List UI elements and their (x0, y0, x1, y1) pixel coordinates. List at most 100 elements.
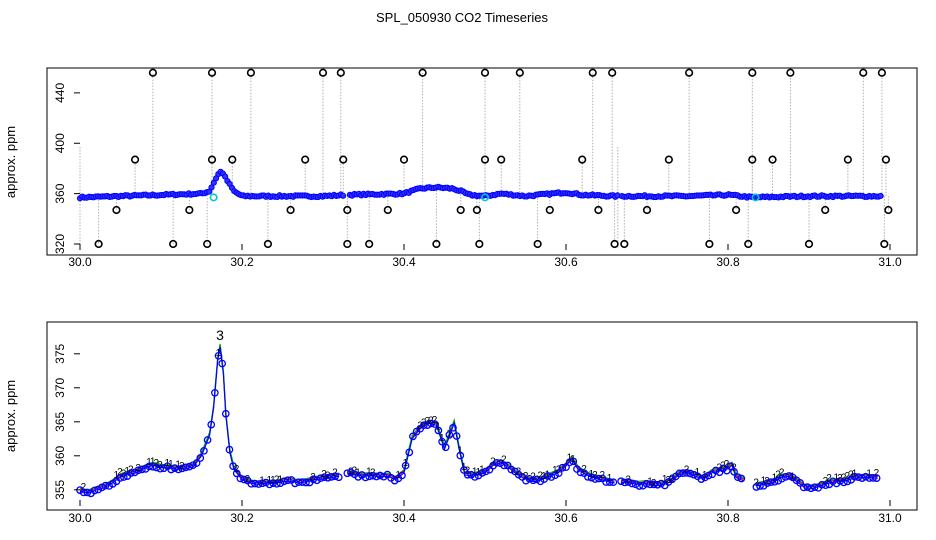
bottom-y-axis-label: approx. ppm (3, 380, 18, 452)
sensor-point (628, 479, 636, 488)
sensor-point (365, 472, 374, 481)
spike-low-point (610, 239, 619, 249)
sensor-point (525, 474, 534, 483)
sensor-point (810, 483, 819, 492)
sensor-point (554, 469, 563, 478)
y-tick-label: 370 (53, 377, 67, 397)
sensor-digit-marker: 1 (366, 467, 372, 478)
sensor-point (737, 474, 746, 483)
sensor-point (221, 409, 230, 418)
spike-high-point (480, 68, 490, 77)
sensor-point (134, 466, 143, 475)
sensor-point (463, 470, 472, 479)
sensor-point (690, 470, 698, 479)
sensor-point (642, 479, 651, 488)
sensor-point (507, 465, 516, 474)
sensor-point (343, 469, 352, 478)
sensor-digit-marker: 1 (168, 459, 174, 470)
sensor-digit-marker: 2 (310, 472, 316, 483)
y-tick-label: 365 (53, 411, 67, 431)
x-tick-label: 31.0 (878, 255, 902, 269)
sensor-point (594, 474, 603, 483)
sensor-point (675, 469, 684, 478)
sensor-point (101, 481, 110, 490)
x-tick-label: 31.0 (878, 511, 902, 525)
sensor-point (807, 484, 815, 493)
spike-mid-point (664, 155, 673, 164)
sensor-point (207, 420, 216, 429)
sensor-point (79, 488, 88, 497)
sensor-point (821, 481, 830, 490)
sensor-point (265, 480, 274, 489)
sensor-point (756, 482, 764, 490)
sensor-point (799, 483, 808, 492)
sensor-point (368, 471, 377, 480)
sensor-point (609, 478, 618, 487)
x-tick-label: 30.0 (68, 255, 92, 269)
spike-mid-point (207, 155, 217, 164)
sensor-digit-marker: 2 (826, 473, 832, 484)
top-spike-points (94, 68, 893, 249)
sensor-digit-marker: 1 (267, 475, 273, 486)
sensor-point (116, 474, 124, 482)
sensor-digit-marker: 1 (570, 454, 576, 465)
sensor-point (587, 473, 596, 482)
spike-low-point (94, 239, 103, 249)
x-tick-label: 30.4 (392, 511, 416, 525)
sensor-digit-marker: 2 (731, 462, 737, 473)
spike-high-point (685, 68, 694, 77)
sensor-point (456, 451, 465, 460)
sensor-digit-marker: 2 (753, 478, 759, 489)
sensor-point (850, 472, 859, 481)
sensor-point (591, 475, 600, 483)
spike-mid-point (301, 155, 310, 164)
sensor-point (605, 478, 614, 486)
sensor-point (291, 479, 299, 488)
sensor-point (839, 478, 848, 487)
spike-mid-point (768, 155, 777, 164)
sensor-point (704, 471, 713, 480)
sensor-digit-marker: 1 (113, 470, 119, 481)
spike-high-point (418, 68, 427, 77)
y-tick-label: 400 (53, 133, 67, 153)
sensor-point (127, 469, 135, 477)
spike-mid-point (228, 155, 237, 164)
figure-title: SPL_050930 CO2 Timeseries (376, 10, 548, 25)
sensor-digit-marker: 2 (848, 469, 854, 480)
sensor-digit-marker: 2 (501, 454, 507, 465)
sensor-digit-marker: 2 (245, 474, 251, 485)
spike-mid-point (480, 155, 490, 164)
sensor-point (247, 479, 256, 488)
y-tick-label: 360 (53, 445, 67, 465)
sensor-point (90, 486, 99, 495)
sensor-point (733, 473, 742, 481)
sensor-digit-marker: 2 (844, 471, 850, 482)
top-x-axis: 30.0 30.2 30.4 30.6 30.8 31.0 (68, 244, 902, 269)
sensor-point (185, 462, 194, 471)
flagged-point (751, 193, 760, 202)
top-baseline-points (76, 168, 884, 202)
sensor-point (460, 466, 468, 474)
sensor-point (818, 480, 826, 489)
spike-low-point (744, 239, 753, 249)
sensor-point (294, 478, 303, 487)
sensor-point (763, 479, 772, 487)
y-tick-label: 355 (53, 479, 67, 499)
sensor-digit-marker: 2 (523, 471, 529, 482)
sensor-digit-marker: 1 (545, 470, 551, 481)
sensor-digit-marker: 2 (81, 482, 87, 493)
spike-dip-point (545, 205, 554, 215)
sensor-digit-marker: 2 (154, 458, 160, 469)
sensor-point (620, 478, 629, 487)
sensor-point (327, 473, 336, 481)
sensor-point (218, 359, 227, 368)
sensor-point (869, 474, 877, 482)
sensor-point (83, 488, 92, 497)
spike-low-point (432, 239, 441, 249)
sensor-point (361, 473, 370, 482)
sensor-digit-marker: 2 (274, 474, 280, 485)
sensor-point (214, 351, 223, 360)
spike-low-point (804, 239, 814, 249)
